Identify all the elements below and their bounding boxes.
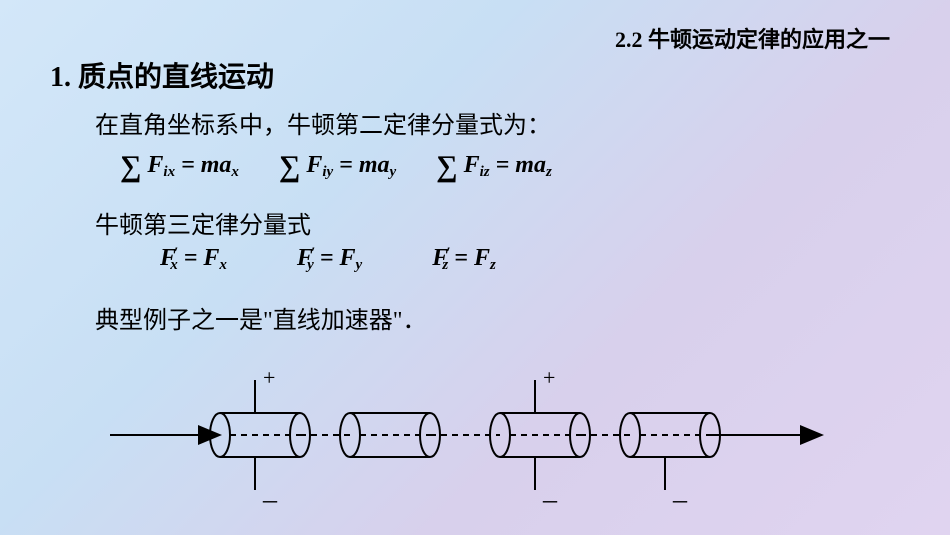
body-text-1: 在直角坐标系中，牛顿第二定律分量式为： bbox=[95, 105, 551, 140]
section-title: 质点的直线运动 bbox=[78, 62, 274, 93]
body-text-3: 典型例子之一是"直线加速器"． bbox=[95, 300, 427, 335]
equation-row-1: ∑ Fix = max∑ Fiy = may∑ Fiz = maz bbox=[120, 150, 552, 184]
section-heading: 1. 质点的直线运动 bbox=[50, 55, 274, 95]
svg-text:+: + bbox=[543, 365, 555, 390]
svg-text:_: _ bbox=[542, 475, 558, 506]
body-text-2: 牛顿第三定律分量式 bbox=[95, 205, 311, 240]
svg-text:+: + bbox=[263, 365, 275, 390]
slide-header: 2.2 牛顿运动定律的应用之一 bbox=[615, 22, 890, 54]
svg-text:_: _ bbox=[672, 475, 688, 506]
svg-text:_: _ bbox=[262, 475, 278, 506]
section-number: 1. bbox=[50, 62, 78, 93]
equation-row-2: F′x = FxF′y = FyF′z = Fz bbox=[160, 245, 496, 274]
linear-accelerator-diagram: + _ + _ _ bbox=[100, 360, 840, 520]
